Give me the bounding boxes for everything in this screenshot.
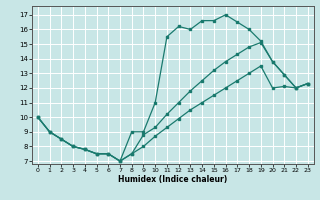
X-axis label: Humidex (Indice chaleur): Humidex (Indice chaleur) xyxy=(118,175,228,184)
